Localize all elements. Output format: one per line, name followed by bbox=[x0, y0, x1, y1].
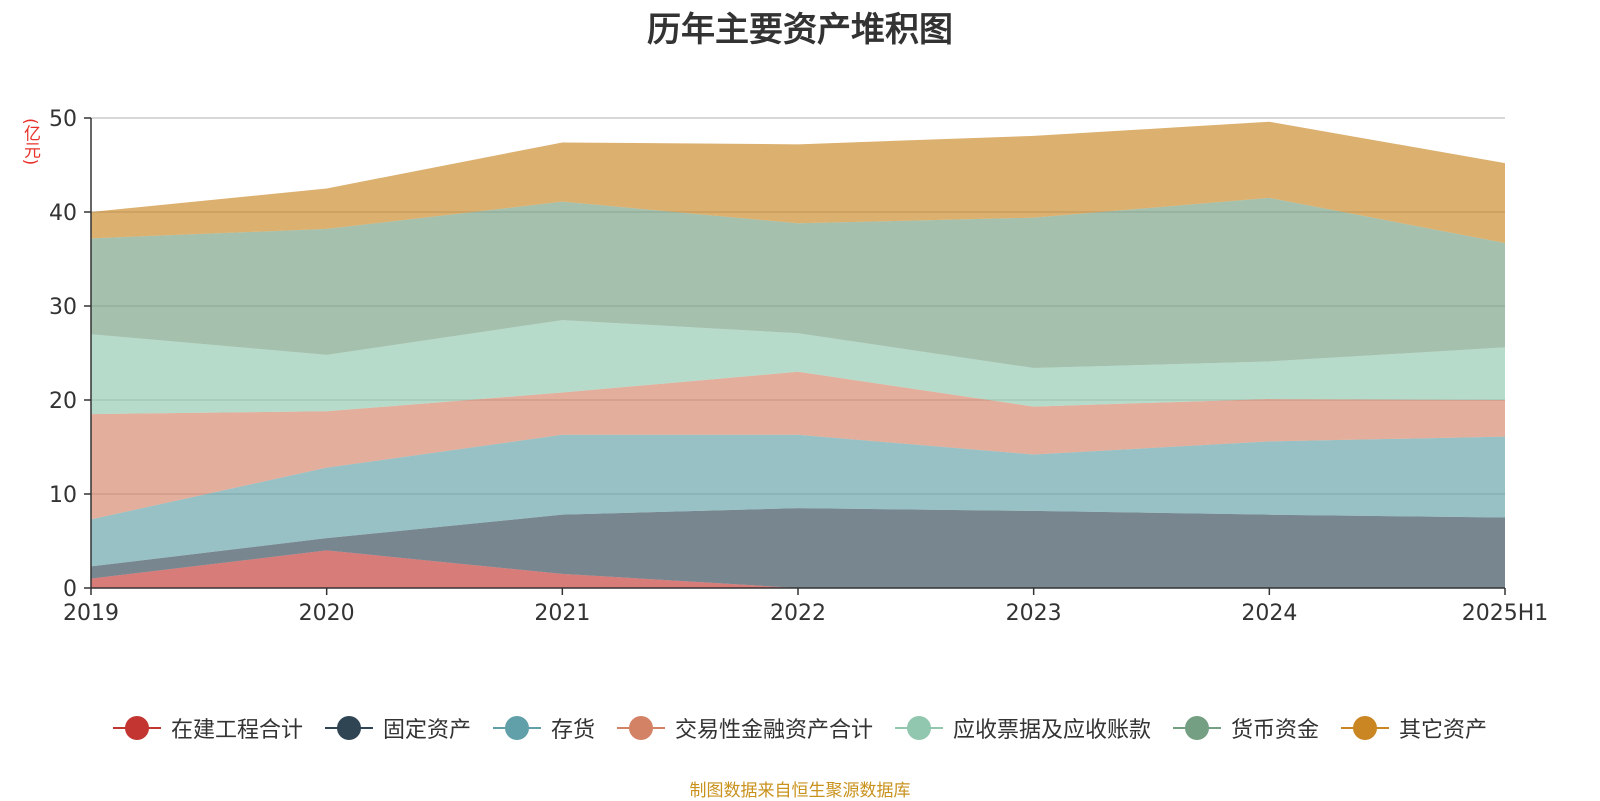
legend-label: 应收票据及应收账款 bbox=[953, 718, 1152, 743]
y-tick-label: 40 bbox=[49, 201, 77, 226]
legend-label: 固定资产 bbox=[382, 718, 471, 743]
legend-item[interactable]: 固定资产 bbox=[324, 712, 471, 744]
legend-label: 货币资金 bbox=[1231, 718, 1320, 743]
legend-marker-icon bbox=[895, 716, 943, 740]
legend-label: 其它资产 bbox=[1399, 718, 1488, 743]
legend-item[interactable]: 存货 bbox=[492, 712, 595, 744]
area-series-7 bbox=[91, 121, 1505, 244]
y-tick-label: 0 bbox=[63, 577, 77, 602]
legend-item[interactable]: 在建工程合计 bbox=[112, 712, 303, 744]
data-source-note: 制图数据来自恒生聚源数据库 bbox=[689, 781, 911, 801]
area-series-5 bbox=[91, 320, 1505, 415]
axes: 0 10 20 30 40 50 2019 2020 2021 2022 2023 2024 2025H… bbox=[49, 107, 1548, 626]
chart-title: 历年主要资产堆积图 bbox=[647, 10, 953, 50]
legend-marker-icon bbox=[616, 716, 665, 740]
area-series-3 bbox=[91, 434, 1505, 567]
legend-item[interactable]: 货币资金 bbox=[1173, 712, 1319, 744]
y-axis-unit-label: (亿元) bbox=[20, 118, 40, 166]
y-tick-label: 30 bbox=[49, 295, 77, 320]
legend-label: 交易性金融资产合计 bbox=[674, 718, 873, 743]
legend-item[interactable]: 交易性金融资产合计 bbox=[616, 712, 873, 744]
legend-item[interactable]: 其它资产 bbox=[1341, 712, 1487, 744]
area-series-6 bbox=[91, 197, 1505, 369]
y-tick-label: 50 bbox=[49, 107, 77, 132]
area-series-2 bbox=[91, 508, 1505, 588]
area-series-1 bbox=[91, 550, 1505, 588]
legend: 在建工程合计 固定资产 存货 交易性金融资产合计 应收票据及应收账款 货币资金 其它资产 bbox=[0, 712, 1600, 744]
legend-marker-icon bbox=[492, 716, 541, 740]
x-tick-label: 2021 bbox=[534, 601, 590, 626]
y-tick-label: 20 bbox=[49, 389, 77, 414]
x-tick-label: 2020 bbox=[299, 601, 355, 626]
area-series-layer bbox=[91, 121, 1505, 588]
legend-label: 在建工程合计 bbox=[170, 718, 303, 743]
area-series-4 bbox=[91, 371, 1505, 520]
legend-marker-icon bbox=[1341, 716, 1390, 740]
y-tick-label: 10 bbox=[49, 483, 77, 508]
x-tick-label: 2022 bbox=[770, 601, 826, 626]
x-tick-label: 2019 bbox=[63, 601, 119, 626]
legend-marker-icon bbox=[324, 716, 373, 740]
x-tick-label: 2023 bbox=[1006, 601, 1062, 626]
legend-item[interactable]: 应收票据及应收账款 bbox=[895, 712, 1151, 744]
x-tick-label: 2025H1 bbox=[1462, 601, 1549, 626]
x-tick-label: 2024 bbox=[1241, 601, 1297, 626]
legend-marker-icon bbox=[112, 716, 161, 740]
legend-label: 存货 bbox=[550, 718, 595, 743]
legend-marker-icon bbox=[1173, 716, 1222, 740]
